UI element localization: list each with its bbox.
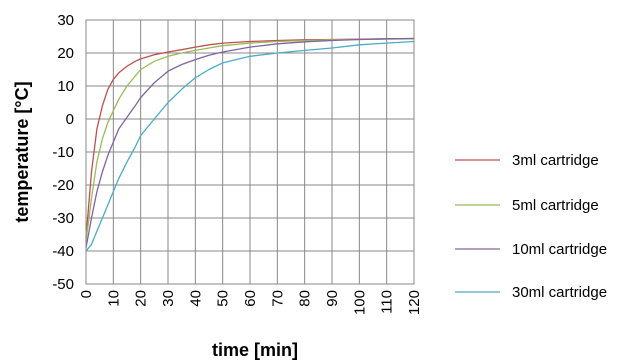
x-tick-label: 30	[160, 290, 177, 307]
x-tick-label: 0	[78, 290, 95, 298]
x-tick-label: 40	[187, 290, 204, 307]
series-lines	[85, 37, 415, 252]
gridlines	[85, 19, 415, 285]
x-tick-label: 10	[105, 290, 122, 307]
series-line	[85, 37, 415, 248]
y-tick-label: -40	[52, 243, 74, 260]
x-tick-label: 60	[242, 290, 259, 307]
y-tick-label: 10	[57, 78, 74, 95]
x-tick-label: 110	[379, 290, 396, 314]
x-tick-label: 100	[351, 290, 368, 315]
y-axis-title: temperature [°C]	[12, 81, 32, 222]
x-tick-label: 50	[215, 290, 232, 307]
y-tick-label: -30	[52, 210, 74, 227]
x-tick-label: 90	[324, 290, 341, 307]
series-line	[85, 38, 415, 242]
x-tick-label: 70	[269, 290, 286, 307]
legend-label: 5ml cartridge	[512, 197, 599, 214]
y-tick-label: -20	[52, 177, 74, 194]
series-line	[85, 40, 415, 252]
y-tick-label: 30	[57, 12, 74, 29]
y-tick-label: -10	[52, 144, 74, 161]
y-tick-label: -50	[52, 276, 74, 293]
y-tick-labels: 30 20 10 0 -10 -20 -30 -40 -50	[52, 12, 74, 293]
legend-label: 3ml cartridge	[512, 152, 599, 169]
x-tick-label: 120	[406, 290, 423, 315]
legend-label: 30ml cartridge	[512, 284, 607, 301]
x-tick-labels: 0 10 20 30 40 50 60 70 80 90 100 110 120	[78, 290, 423, 315]
x-tick-label: 80	[297, 290, 314, 307]
x-tick-label: 20	[133, 290, 150, 307]
legend: 3ml cartridge 5ml cartridge 10ml cartridge…	[455, 152, 607, 301]
x-axis-title: time [min]	[212, 340, 298, 360]
legend-label: 10ml cartridge	[512, 241, 607, 258]
y-tick-label: 0	[66, 111, 74, 128]
y-tick-label: 20	[57, 45, 74, 62]
plot-area-border	[85, 19, 415, 285]
